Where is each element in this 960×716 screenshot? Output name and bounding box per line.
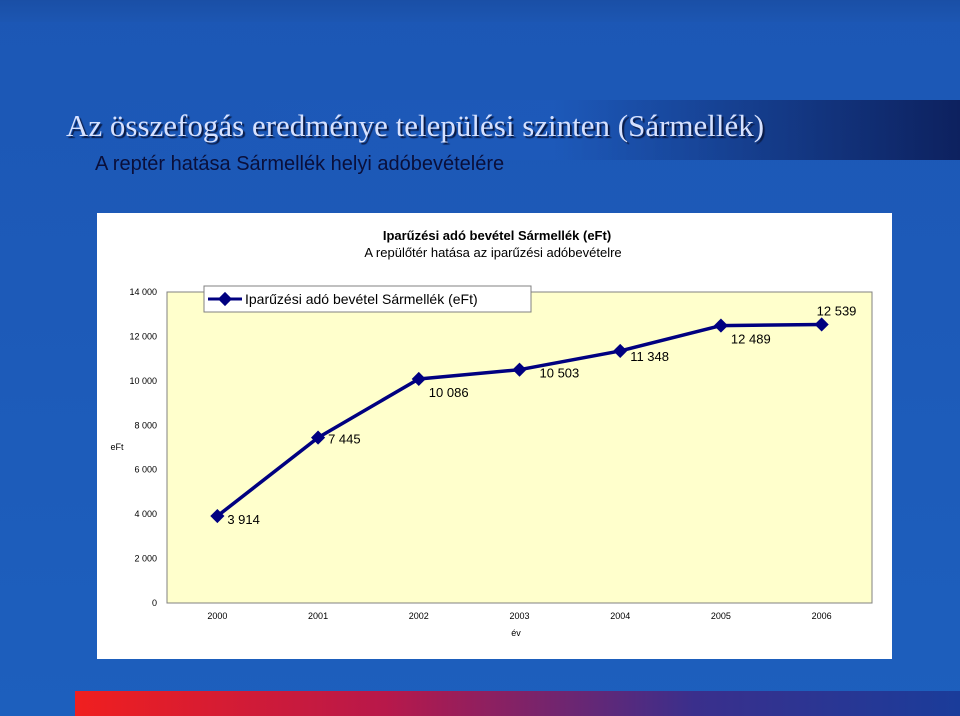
data-point <box>512 362 527 377</box>
x-axis-label: év <box>511 628 521 638</box>
chart-panel: Iparűzési adó bevétel Sármellék (eFt) A … <box>97 213 892 659</box>
data-label: 3 914 <box>227 512 260 527</box>
data-label: 12 539 <box>817 303 857 318</box>
data-label: 10 503 <box>540 366 580 381</box>
x-tick-label: 2001 <box>308 611 328 621</box>
data-point <box>210 508 225 524</box>
top-stripe <box>0 0 960 22</box>
legend-marker <box>217 291 233 307</box>
data-label: 11 348 <box>630 349 669 364</box>
plot-area <box>166 291 873 604</box>
x-tick-label: 2002 <box>409 611 429 621</box>
data-point <box>311 430 326 445</box>
data-point <box>814 317 829 332</box>
x-tick-label: 2005 <box>711 611 731 621</box>
x-tick-label: 2006 <box>812 611 832 621</box>
y-tick-labels: 0 2 000 4 000 6 000 8 000 10 000 12 000 14 000 <box>129 287 157 608</box>
legend: Iparűzési adó bevétel Sármellék (eFt) <box>203 285 532 313</box>
y-tick-label: 14 000 <box>129 287 157 297</box>
y-tick-label: 12 000 <box>129 331 157 341</box>
y-tick-label: 8 000 <box>134 420 157 430</box>
y-tick-label: 0 <box>152 598 157 608</box>
slide-title: Az összefogás eredménye települési szint… <box>66 108 765 143</box>
title-bar <box>58 100 960 160</box>
y-axis-label: eFt <box>110 442 124 452</box>
y-tick-label: 2 000 <box>134 554 157 564</box>
x-tick-label: 2003 <box>509 611 529 621</box>
data-label: 12 489 <box>731 332 771 347</box>
x-tick-label: 2004 <box>610 611 630 621</box>
data-markers <box>210 317 829 524</box>
chart-subtitle: A repülőtér hatása az iparűzési adóbevét… <box>364 245 621 260</box>
data-point <box>713 318 728 333</box>
data-point <box>613 343 628 358</box>
data-label: 7 445 <box>328 432 361 447</box>
data-point <box>411 371 426 387</box>
y-tick-label: 6 000 <box>134 465 157 475</box>
slide-subtitle: A reptér hatása Sármellék helyi adóbevét… <box>95 153 505 175</box>
x-tick-labels: 2000 2001 2002 2003 2004 2005 2006 <box>207 611 831 621</box>
data-labels: 3 914 7 445 10 086 10 503 11 348 12 489 12 539 <box>227 303 856 527</box>
legend-label: Iparűzési adó bevétel Sármellék (eFt) <box>245 291 478 307</box>
bottom-accent-bar <box>75 691 960 716</box>
line-chart: Iparűzési adó bevétel Sármellék (eFt) A … <box>110 228 873 638</box>
data-label: 10 086 <box>429 385 469 400</box>
legend-box <box>203 285 532 313</box>
x-tick-label: 2000 <box>207 611 227 621</box>
chart-title: Iparűzési adó bevétel Sármellék (eFt) <box>383 228 611 243</box>
y-tick-label: 10 000 <box>129 376 157 386</box>
y-tick-label: 4 000 <box>134 509 157 519</box>
